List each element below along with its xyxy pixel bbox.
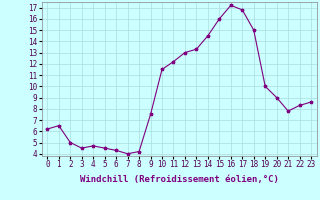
X-axis label: Windchill (Refroidissement éolien,°C): Windchill (Refroidissement éolien,°C) [80,175,279,184]
